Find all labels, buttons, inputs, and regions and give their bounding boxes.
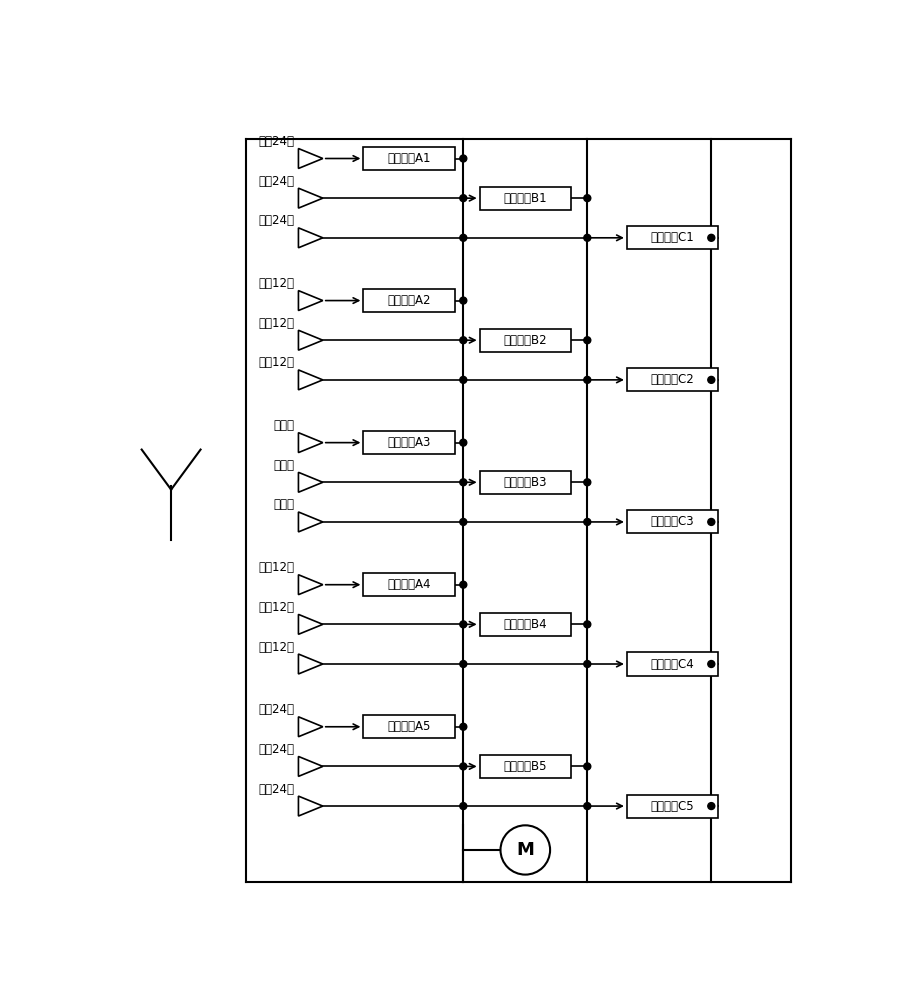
Circle shape xyxy=(460,155,466,162)
Circle shape xyxy=(583,621,591,628)
Text: 超前24度: 超前24度 xyxy=(258,135,294,148)
Text: 滞后12度: 滞后12度 xyxy=(258,561,294,574)
Bar xyxy=(626,795,718,818)
Text: 滞后24度: 滞后24度 xyxy=(258,783,294,796)
Text: 滞后12度: 滞后12度 xyxy=(258,601,294,614)
Circle shape xyxy=(460,723,466,730)
Circle shape xyxy=(460,479,466,486)
Bar xyxy=(626,510,718,533)
Circle shape xyxy=(460,337,466,344)
Circle shape xyxy=(583,763,591,770)
Text: 超前12度: 超前12度 xyxy=(258,317,294,330)
Text: 功率单元A3: 功率单元A3 xyxy=(386,436,430,449)
Text: 无相移: 无相移 xyxy=(274,498,294,511)
Circle shape xyxy=(460,439,466,446)
Text: 无相移: 无相移 xyxy=(274,419,294,432)
Circle shape xyxy=(583,803,591,810)
Text: 功率单元B4: 功率单元B4 xyxy=(503,618,546,631)
Bar xyxy=(363,431,454,454)
Circle shape xyxy=(460,763,466,770)
Bar xyxy=(626,652,718,676)
Bar xyxy=(479,471,571,494)
Circle shape xyxy=(707,376,714,383)
Circle shape xyxy=(460,803,466,810)
Text: 功率单元A2: 功率单元A2 xyxy=(386,294,431,307)
Bar xyxy=(363,147,454,170)
Text: 滞后24度: 滞后24度 xyxy=(258,743,294,756)
Text: 滞后24度: 滞后24度 xyxy=(258,703,294,716)
Bar xyxy=(626,226,718,249)
Bar xyxy=(479,329,571,352)
Text: 功率单元C2: 功率单元C2 xyxy=(650,373,694,386)
Circle shape xyxy=(707,234,714,241)
Circle shape xyxy=(460,581,466,588)
Text: 超前12度: 超前12度 xyxy=(258,356,294,369)
Text: 功率单元B3: 功率单元B3 xyxy=(503,476,546,489)
Circle shape xyxy=(583,479,591,486)
Text: 无相移: 无相移 xyxy=(274,459,294,472)
Text: 功率单元B2: 功率单元B2 xyxy=(503,334,546,347)
Circle shape xyxy=(707,518,714,525)
Circle shape xyxy=(707,803,714,810)
Circle shape xyxy=(460,297,466,304)
Text: 滞后12度: 滞后12度 xyxy=(258,641,294,654)
Text: 功率单元C4: 功率单元C4 xyxy=(650,658,694,671)
Circle shape xyxy=(460,661,466,667)
Bar xyxy=(363,715,454,738)
Text: 功率单元C3: 功率单元C3 xyxy=(650,515,694,528)
Circle shape xyxy=(583,661,591,667)
Text: M: M xyxy=(516,841,534,859)
Text: 功率单元B5: 功率单元B5 xyxy=(503,760,546,773)
Bar xyxy=(626,368,718,391)
Circle shape xyxy=(583,234,591,241)
Text: 功率单元A5: 功率单元A5 xyxy=(386,720,430,733)
Circle shape xyxy=(583,195,591,202)
Bar xyxy=(363,573,454,596)
Text: 功率单元C1: 功率单元C1 xyxy=(650,231,694,244)
Circle shape xyxy=(583,376,591,383)
Text: 超前24度: 超前24度 xyxy=(258,214,294,227)
Circle shape xyxy=(460,195,466,202)
Circle shape xyxy=(583,518,591,525)
Circle shape xyxy=(583,337,591,344)
Bar xyxy=(479,187,571,210)
Text: 超前12度: 超前12度 xyxy=(258,277,294,290)
Text: 功率单元A1: 功率单元A1 xyxy=(386,152,431,165)
Bar xyxy=(479,613,571,636)
Circle shape xyxy=(460,376,466,383)
Bar xyxy=(363,289,454,312)
Circle shape xyxy=(460,234,466,241)
Text: 功率单元C5: 功率单元C5 xyxy=(650,800,694,813)
Text: 功率单元A4: 功率单元A4 xyxy=(386,578,431,591)
Circle shape xyxy=(460,518,466,525)
Bar xyxy=(479,755,571,778)
Circle shape xyxy=(460,621,466,628)
Circle shape xyxy=(707,661,714,667)
Text: 功率单元B1: 功率单元B1 xyxy=(503,192,546,205)
Text: 超前24度: 超前24度 xyxy=(258,175,294,188)
Circle shape xyxy=(500,825,550,875)
